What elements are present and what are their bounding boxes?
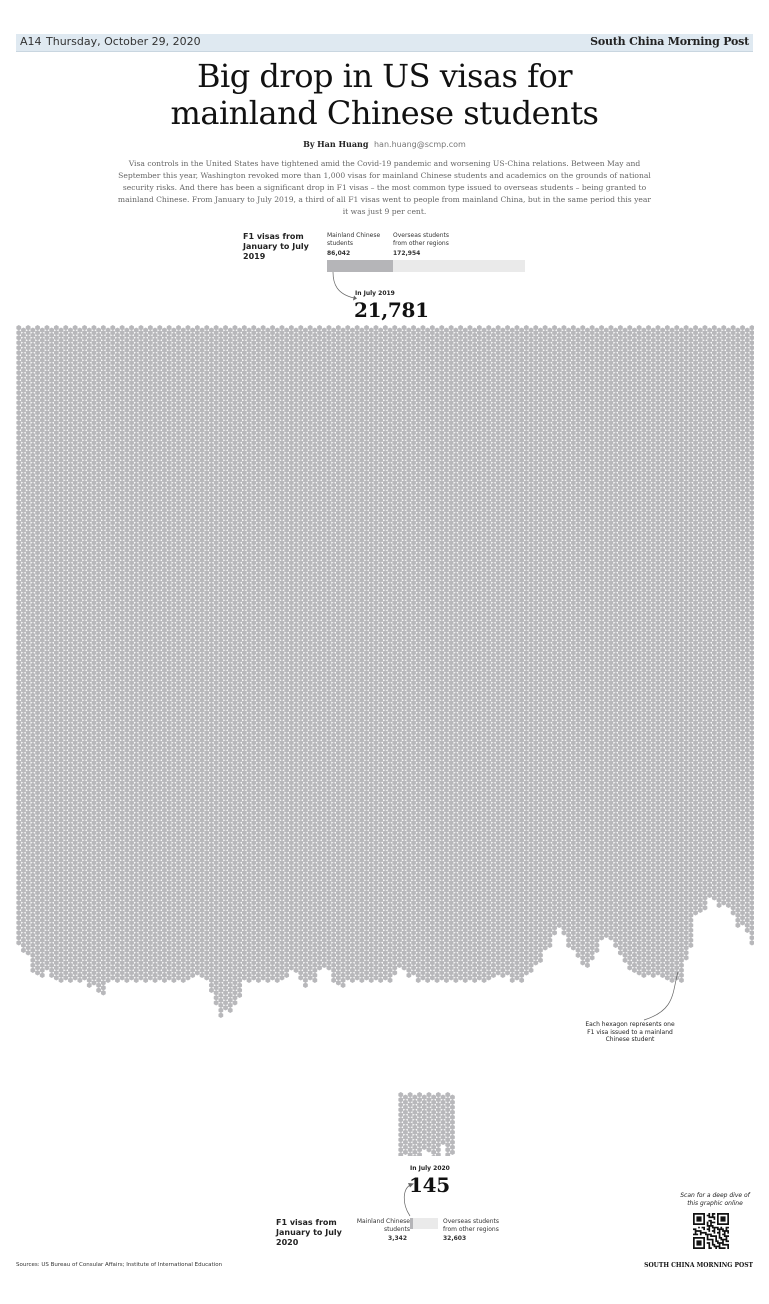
page-number: A14 [20,35,42,48]
hexagon-field-2019 [16,325,754,1018]
bar-segment-mainland [327,260,393,272]
count-2020-label: In July 2020 [410,1165,450,1172]
byline-prefix: By [303,139,315,149]
bar-2020-title: F1 visas from January to July 2020 [276,1218,342,1247]
bar-2019-value-mainland: 86,042 [327,250,351,257]
bar-2020-label-mainland: Mainland Chinese students [356,1218,410,1233]
bar-2019-value-others: 172,954 [393,250,421,257]
bar-segment-others [412,1218,438,1229]
bar-2019 [327,260,525,272]
bar-2020-value-others: 32,603 [443,1235,467,1242]
author-email[interactable]: han.huang@scmp.com [373,140,466,149]
hexagon-note-leader [643,971,679,1021]
hexagon-2019 [16,325,754,1018]
author-name: Han Huang [317,139,369,149]
intro-paragraph: Visa controls in the United States have … [117,159,652,216]
count-2019-value: 21,781 [354,298,429,322]
bar-2019-title: F1 visas from January to July 2019 [243,232,309,261]
count-2020-value: 145 [409,1173,450,1197]
hexagon-2020 [398,1092,455,1156]
bar-2020-value-mainland: 3,342 [388,1235,407,1242]
bar-2020 [410,1218,438,1229]
qr-caption: Scan for a deep dive of this graphic onl… [680,1192,750,1207]
hexagon-2020-hexagons [398,1092,455,1156]
bar-2020-label-others: Overseas students from other regions [443,1218,500,1233]
headline-line-2: mainland Chinese students [170,94,599,132]
bar-segment-mainland [410,1218,413,1229]
sources-note: Sources: US Bureau of Consular Affairs; … [16,1262,223,1268]
leader-2020 [403,1183,414,1217]
hexagon-field-2020 [398,1092,455,1156]
page-header-strip: A14 Thursday, October 29, 2020 South Chi… [16,34,753,52]
byline: By Han Huang han.huang@scmp.com [0,139,769,149]
masthead: South China Morning Post [590,35,749,48]
bar-2019-label-mainland: Mainland Chinese students [327,232,381,247]
qr-code-icon[interactable] [693,1213,729,1249]
hexagon-legend-note: Each hexagon represents one F1 visa issu… [585,1021,675,1043]
leader-2019 [332,272,357,301]
bar-segment-others [392,260,525,272]
headline: Big drop in US visas for mainland Chines… [0,58,769,132]
qr-code-modules [693,1213,729,1249]
bar-2019-label-others: Overseas students from other regions [393,232,450,247]
count-2019-label: In July 2019 [355,290,395,297]
headline-line-1: Big drop in US visas for [197,57,573,95]
issue-date: Thursday, October 29, 2020 [46,35,201,48]
hexagon-2019-hexagons [16,325,754,1018]
footer-masthead: SOUTH CHINA MORNING POST [644,1262,753,1269]
